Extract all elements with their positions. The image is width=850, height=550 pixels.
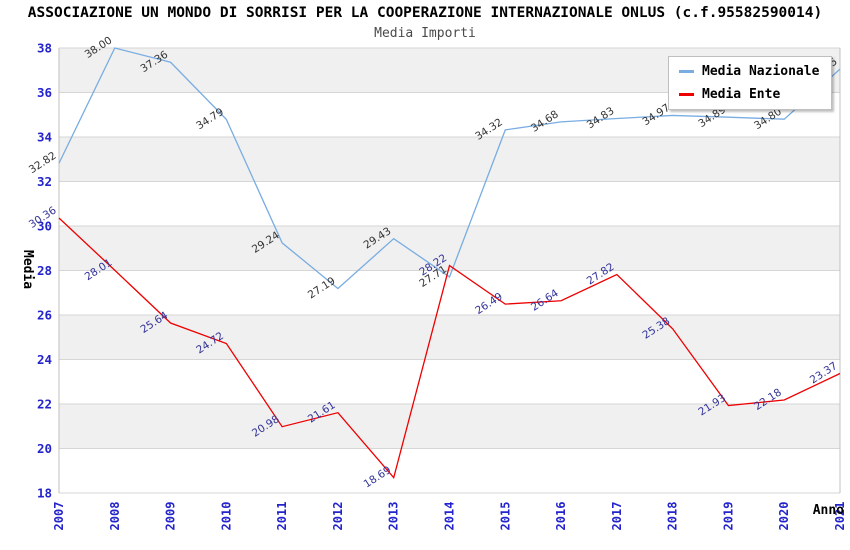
plot-band: [59, 226, 840, 271]
series-line-media-ente: [58, 217, 841, 480]
y-tick-label: 36: [37, 85, 52, 100]
y-tick-label: 26: [37, 308, 52, 323]
x-tick-label: 2010: [219, 502, 233, 531]
plot-band: [59, 448, 840, 493]
legend-label: Media Ente: [702, 87, 781, 102]
series-line-media-nazionale: [58, 47, 841, 290]
plot-band: [59, 181, 840, 226]
x-tick-label: 2011: [275, 502, 289, 531]
x-tick-label: 2015: [498, 502, 512, 531]
legend-label: Media Nazionale: [702, 64, 820, 79]
plot-band: [59, 315, 840, 360]
x-tick-label: 2018: [666, 502, 680, 531]
plot-band: [59, 270, 840, 315]
y-tick-label: 30: [37, 219, 52, 234]
x-tick-label: 2013: [387, 502, 401, 531]
plot-band: [59, 137, 840, 182]
y-tick-label: 20: [37, 441, 52, 456]
plot-band: [59, 404, 840, 449]
chart-subtitle: Media Importi: [374, 26, 476, 41]
x-tick-label: 2008: [108, 502, 122, 531]
x-tick-label: 2012: [331, 502, 345, 531]
plot-band: [59, 359, 840, 404]
legend-item-media-ente: Media Ente: [679, 87, 819, 102]
x-tick-label: 2007: [52, 502, 66, 531]
x-tick-label: 2017: [610, 502, 624, 531]
chart-title: ASSOCIAZIONE UN MONDO DI SORRISI PER LA …: [27, 5, 823, 21]
x-tick-label: 2020: [777, 502, 791, 531]
x-tick-label: 2009: [164, 502, 178, 531]
y-tick-label: 32: [37, 174, 52, 189]
line-swatch-icon: [679, 93, 694, 96]
y-tick-label: 34: [37, 130, 52, 145]
x-tick-label: 2016: [554, 502, 568, 531]
x-tick-label: 2019: [721, 502, 735, 531]
y-tick-label: 24: [37, 352, 52, 367]
legend-item-media-nazionale: Media Nazionale: [679, 64, 819, 79]
x-tick-label: 2021: [833, 502, 847, 531]
y-tick-label: 18: [37, 486, 52, 501]
y-tick-label: 22: [37, 397, 52, 412]
y-tick-label: 38: [37, 41, 52, 56]
x-tick-label: 2014: [443, 502, 457, 531]
y-tick-label: 28: [37, 263, 52, 278]
data-label: 32.82: [27, 150, 59, 176]
x-axis-title: Anno: [812, 503, 844, 518]
line-swatch-icon: [679, 70, 694, 73]
legend-box: Media Nazionale Media Ente: [668, 56, 833, 110]
y-axis-title: Media: [20, 250, 35, 290]
